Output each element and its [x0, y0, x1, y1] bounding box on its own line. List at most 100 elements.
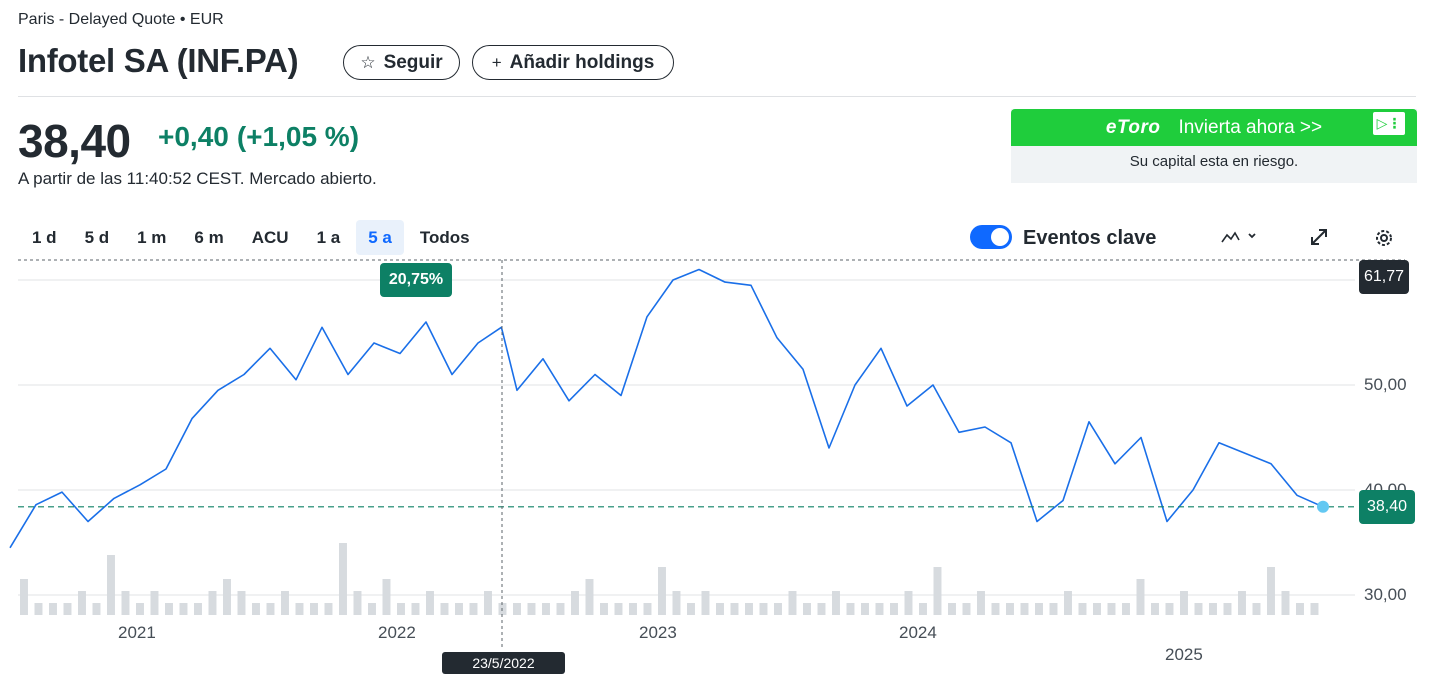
volume-bar — [962, 603, 971, 615]
volume-bar — [1267, 567, 1275, 615]
range-tab-1d[interactable]: 1 d — [32, 227, 57, 247]
volume-bar — [716, 603, 724, 615]
volume-bar — [92, 603, 101, 615]
volume-bar — [875, 603, 884, 615]
volume-bar — [353, 591, 362, 615]
volume-bar — [281, 591, 289, 615]
price-change-pct: (+1,05 %) — [236, 121, 360, 152]
volume-bar — [788, 591, 797, 615]
volume-bar — [63, 603, 72, 615]
volume-bar — [1165, 603, 1174, 615]
range-tab-1y[interactable]: 1 a — [316, 227, 341, 247]
y-tick-label-30: 30,00 — [1364, 585, 1407, 604]
volume-bar — [150, 591, 159, 615]
volume-bar — [165, 603, 173, 615]
volume-bar — [121, 591, 130, 615]
ad-cta[interactable]: Invierta ahora >> — [1178, 116, 1323, 138]
current-price-tag: 38,40 — [1359, 490, 1415, 524]
volume-bar — [1151, 603, 1159, 615]
y-tick-label-50: 50,00 — [1364, 375, 1407, 394]
range-tabs: 1 d 5 d 1 m 6 m ACU 1 a 5 a Todos — [20, 220, 486, 255]
volume-bar — [1064, 591, 1072, 615]
volume-bar — [1180, 591, 1188, 615]
volume-bar — [846, 603, 855, 615]
volume-bar — [919, 603, 927, 615]
advertisement[interactable]: eToro Invierta ahora >> ▷⋮ Su capital es… — [1011, 109, 1417, 183]
volume-bar — [194, 603, 202, 615]
volume-bar — [411, 603, 420, 615]
volume-bar — [1238, 591, 1246, 615]
volume-bar — [948, 603, 956, 615]
ad-risk-note: Su capital esta en riesgo. — [1129, 153, 1299, 170]
volume-bar — [658, 567, 666, 615]
x-tick-label-2024: 2024 — [899, 623, 937, 642]
volume-bar — [1209, 603, 1217, 615]
volume-bar — [339, 543, 347, 615]
volume-bar — [1310, 603, 1319, 615]
range-tab-all[interactable]: Todos — [419, 227, 470, 247]
chart-type-menu[interactable] — [1220, 228, 1256, 251]
x-tick-label-2025: 2025 — [1165, 645, 1203, 664]
volume-bar — [469, 603, 478, 615]
volume-bar — [1107, 603, 1116, 615]
volume-bar — [1020, 603, 1029, 615]
volume-bar — [440, 603, 449, 615]
gear-icon[interactable] — [1372, 226, 1396, 255]
volume-bar — [107, 555, 115, 615]
crosshair-date-tag: 23/5/2022 — [442, 652, 565, 674]
events-toggle[interactable] — [970, 225, 1012, 249]
volume-bar — [1093, 603, 1101, 615]
volume-bar — [455, 603, 463, 615]
quote-timestamp: A partir de las 11:40:52 CEST. Mercado a… — [18, 169, 377, 188]
follow-button[interactable]: ☆ Seguir — [343, 45, 460, 80]
follow-label: Seguir — [383, 51, 443, 73]
volume-bar — [426, 591, 434, 615]
ad-choices-icon[interactable]: ▷⋮ — [1373, 112, 1405, 135]
range-tab-5y[interactable]: 5 a — [356, 220, 404, 255]
page-title: Infotel SA (INF.PA) — [18, 42, 299, 79]
volume-bar — [542, 603, 550, 615]
add-holdings-button[interactable]: + Añadir holdings — [472, 45, 674, 80]
current-price: 38,40 — [18, 115, 131, 167]
volume-bar — [1049, 603, 1058, 615]
price-chart[interactable] — [0, 250, 1440, 650]
volume-bar — [179, 603, 188, 615]
volume-bar — [745, 603, 753, 615]
volume-bar — [600, 603, 608, 615]
volume-bar — [977, 591, 985, 615]
volume-bar — [991, 603, 1000, 615]
volume-bar — [136, 603, 144, 615]
volume-bar — [397, 603, 405, 615]
volume-bar — [701, 591, 710, 615]
exchange-label: Paris - Delayed Quote • EUR — [18, 11, 224, 28]
volume-bar — [1006, 603, 1014, 615]
ad-banner[interactable]: eToro Invierta ahora >> ▷⋮ — [1011, 109, 1417, 146]
volume-bar — [803, 603, 811, 615]
volume-bar — [513, 603, 521, 615]
x-tick-label-2023: 2023 — [639, 623, 677, 642]
volume-bar — [252, 603, 260, 615]
add-holdings-label: Añadir holdings — [509, 51, 655, 73]
range-tab-1m[interactable]: 1 m — [137, 227, 167, 247]
etoro-logo: eToro — [1105, 116, 1161, 138]
volume-bar — [382, 579, 391, 615]
x-tick-label-2021: 2021 — [118, 623, 156, 642]
expand-icon[interactable] — [1308, 226, 1330, 253]
volume-bar — [368, 603, 376, 615]
range-tab-6m[interactable]: 6 m — [194, 227, 224, 247]
volume-bar — [310, 603, 318, 615]
volume-bar — [1194, 603, 1203, 615]
volume-bar — [49, 603, 57, 615]
volume-bar — [78, 591, 86, 615]
volume-bar — [571, 591, 579, 615]
volume-bar — [295, 603, 304, 615]
mountain-chart-icon — [1221, 231, 1256, 243]
volume-bar — [324, 603, 333, 615]
volume-bar — [832, 591, 840, 615]
volume-bar — [1223, 603, 1232, 615]
x-tick-label-2022: 2022 — [378, 623, 416, 642]
range-tab-5d[interactable]: 5 d — [84, 227, 110, 247]
range-tab-ytd[interactable]: ACU — [251, 227, 289, 247]
volume-bar — [687, 603, 695, 615]
range-change-tag: 20,75% — [380, 263, 452, 297]
